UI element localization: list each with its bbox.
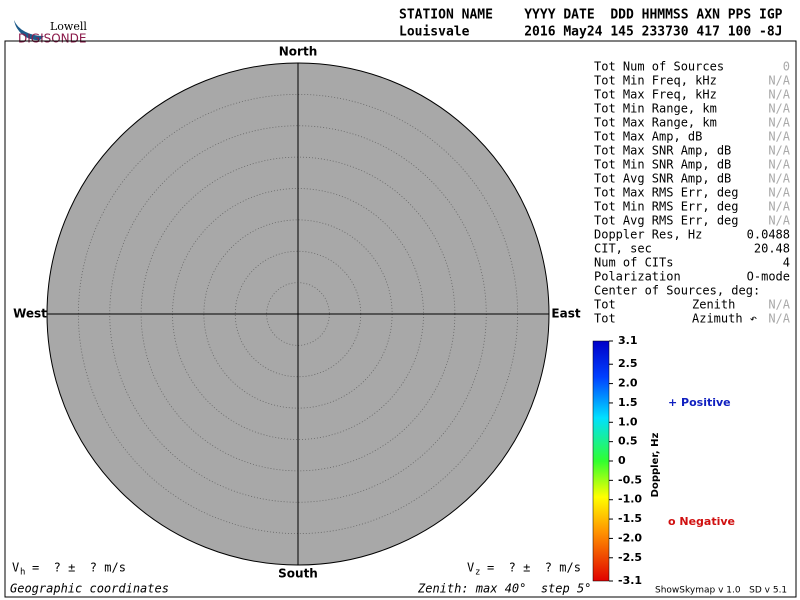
colorbar (592, 340, 610, 582)
stat-value: 0 (783, 60, 790, 74)
stat-value: O-mode (747, 270, 790, 284)
header-row: Louisvale 2016 May24 145 233730 417 100 … (399, 25, 783, 40)
stat-value: N/A (768, 116, 790, 130)
direction-label: East (551, 307, 580, 321)
stat-value: 0.0488 (747, 228, 790, 242)
stat-label: Polarization (594, 270, 681, 284)
frame (4, 40, 797, 598)
stat-label: Tot (594, 298, 616, 312)
direction-label: West (13, 307, 47, 321)
colorbar-tick-label: 0.5 (618, 435, 638, 448)
colorbar-title: Doppler, Hz (650, 433, 661, 498)
colorbar-tick-label: -0.5 (618, 473, 642, 486)
colorbar-tick-label: -3.1 (618, 574, 642, 587)
stat-label: Tot Max Range, km (594, 116, 717, 130)
stat-value: N/A (768, 298, 790, 312)
stat-value: N/A (768, 200, 790, 214)
stat-value: N/A (768, 130, 790, 144)
skymap (46, 62, 550, 566)
colorbar-tick-label: 1.0 (618, 415, 638, 428)
colorbar-tick-label: -2.0 (618, 531, 642, 544)
stat-value: N/A (768, 158, 790, 172)
coordinates-note: Geographic coordinates (10, 582, 169, 596)
velocity-text: = ? ± ? m/s (487, 561, 581, 575)
velocity-sub: h (20, 568, 25, 578)
stat-label: Center of Sources, deg: (594, 284, 760, 298)
stat-label: Doppler Res, Hz (594, 228, 702, 242)
stat-value: N/A (768, 186, 790, 200)
header-row: STATION NAME YYYY DATE DDD HHMMSS AXN PP… (399, 8, 783, 23)
colorbar-tick-label: 2.5 (618, 357, 638, 370)
stat-label: Tot Max Amp, dB (594, 130, 702, 144)
colorbar-tick-label: 1.5 (618, 396, 638, 409)
colorbar-tick-label: -1.5 (618, 512, 642, 525)
direction-label: North (279, 45, 317, 59)
stat-value: N/A (768, 172, 790, 186)
version: ShowSkymap v 1.0 SD v 5.1 (655, 586, 787, 596)
velocity-sub: z (475, 568, 480, 578)
stat-value: 4 (783, 256, 790, 270)
stat-value: N/A (768, 88, 790, 102)
colorbar-tick-label: -2.5 (618, 551, 642, 564)
velocity-symbol: V (12, 561, 19, 575)
logo-line1: Lowell (50, 20, 87, 33)
legend-positive: + Positive (668, 396, 731, 409)
zenith-note: Zenith: max 40° step 5° (417, 582, 591, 596)
colorbar-tick-label: 0 (618, 454, 626, 467)
stat-value: N/A (768, 312, 790, 326)
stat-label: Num of CITs (594, 256, 673, 270)
stat-label: Tot Min Freq, kHz (594, 74, 717, 88)
stat-label: Tot Min RMS Err, deg (594, 200, 739, 214)
logo-line2: DIGISONDE (18, 32, 86, 46)
direction-label: South (278, 567, 318, 581)
legend-negative: o Negative (668, 515, 735, 528)
stat-label: CIT, sec (594, 242, 652, 256)
stat-label: Tot Min SNR Amp, dB (594, 158, 731, 172)
stat-sublabel: Zenith (692, 298, 735, 312)
stat-value: N/A (768, 214, 790, 228)
stat-sublabel: Azimuth ↶ (692, 312, 757, 326)
colorbar-tick-label: 2.0 (618, 377, 638, 390)
stat-label: Tot Avg RMS Err, deg (594, 214, 739, 228)
stat-value: 20.48 (754, 242, 790, 256)
colorbar-tick-label: 3.1 (618, 334, 638, 347)
stat-label: Tot Num of Sources (594, 60, 724, 74)
velocity-symbol: V (467, 561, 474, 575)
stat-label: Tot (594, 312, 616, 326)
stat-label: Tot Avg SNR Amp, dB (594, 172, 731, 186)
stat-value: N/A (768, 74, 790, 88)
colorbar-tick-label: -1.0 (618, 493, 642, 506)
stat-label: Tot Max SNR Amp, dB (594, 144, 731, 158)
stat-value: N/A (768, 102, 790, 116)
velocity-text: = ? ± ? m/s (32, 561, 126, 575)
stat-label: Tot Min Range, km (594, 102, 717, 116)
logo-swoosh (14, 20, 44, 41)
stat-label: Tot Max Freq, kHz (594, 88, 717, 102)
stat-value: N/A (768, 144, 790, 158)
stat-label: Tot Max RMS Err, deg (594, 186, 739, 200)
